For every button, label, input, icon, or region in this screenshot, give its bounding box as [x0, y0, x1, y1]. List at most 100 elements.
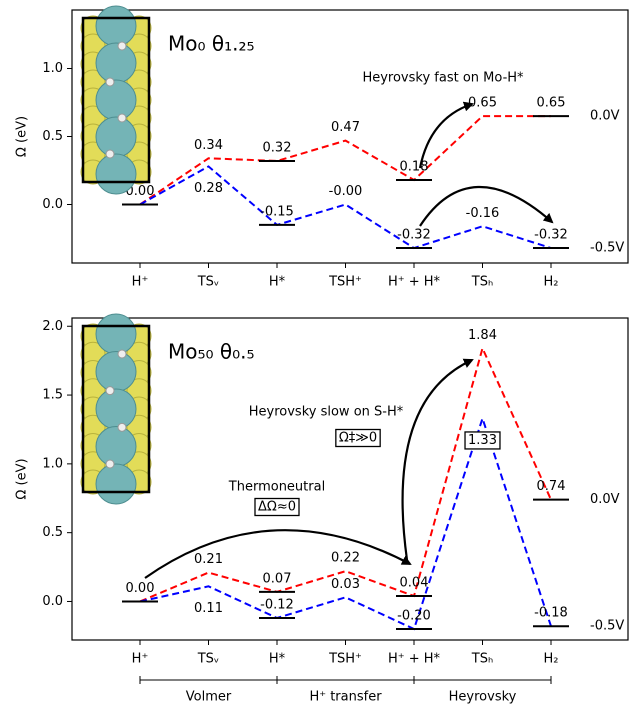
- value-label: 0.65: [468, 96, 497, 111]
- x-tick-label: H₂: [544, 275, 559, 290]
- energy-path: [139, 415, 552, 631]
- y-axis-label: Ω (eV): [15, 458, 30, 499]
- value-label: 1.33: [468, 433, 497, 448]
- y-tick-label: 1.0: [42, 61, 63, 76]
- arrows: [144, 101, 554, 579]
- arrow: [401, 358, 474, 561]
- legend-label: -0.5V: [590, 619, 624, 634]
- value-label: 0.04: [400, 575, 429, 590]
- annotation: Heyrovsky fast on Mo-H*: [362, 71, 524, 86]
- arrow: [418, 101, 474, 169]
- atom: [95, 153, 137, 195]
- plot-frame: [71, 317, 629, 641]
- x-tick-label: H⁺ + H*: [388, 275, 441, 290]
- value-label: -0.12: [260, 597, 294, 612]
- legend-label: 0.0V: [590, 109, 620, 124]
- y-tick-label: 0.0: [42, 197, 63, 212]
- x-tick-label: H*: [269, 652, 286, 667]
- atom: [95, 116, 137, 158]
- value-label: 0.34: [194, 138, 223, 153]
- atom: [105, 459, 115, 469]
- atom: [95, 313, 137, 355]
- panel-title: Mo₅₀ θ₀.₅: [168, 340, 255, 364]
- energy-path: [139, 115, 551, 206]
- y-tick-label: 1.5: [42, 388, 63, 403]
- atom: [105, 149, 115, 159]
- annotation: ΔΩ≈0: [258, 500, 296, 515]
- atom: [117, 349, 127, 359]
- x-tick-label: TSₕ: [471, 652, 493, 667]
- inset-frame: [81, 16, 151, 184]
- x-tick-label: H₂: [544, 652, 559, 667]
- x-tick-label: TSₕ: [471, 275, 493, 290]
- annotation: Ω‡≫0: [339, 431, 377, 446]
- value-label: 0.74: [537, 479, 566, 494]
- y-tick-label: 0.5: [42, 525, 63, 540]
- x-tick-label: TSᵥ: [197, 652, 220, 667]
- phase-label: Volmer: [186, 690, 232, 705]
- atom: [117, 41, 127, 51]
- label-box: [335, 428, 381, 448]
- structure-inset: [80, 313, 152, 505]
- atom: [105, 386, 115, 396]
- y-axis-label: Ω (eV): [15, 116, 30, 157]
- value-label: 0.00: [126, 581, 155, 596]
- x-tick-label: TSH⁺: [328, 275, 362, 290]
- value-label: 0.03: [331, 577, 360, 592]
- value-label: -0.00: [329, 184, 363, 199]
- x-tick-label: H*: [269, 275, 286, 290]
- atom: [95, 463, 137, 505]
- atom: [117, 113, 127, 123]
- value-label: 0.32: [263, 140, 292, 155]
- atom: [95, 79, 137, 121]
- value-label: 0.65: [537, 96, 566, 111]
- phase-label: H⁺ transfer: [309, 690, 382, 705]
- label-box: [464, 431, 501, 450]
- y-tick-label: 0.5: [42, 129, 63, 144]
- y-tick-label: 2.0: [42, 319, 63, 334]
- energy-path: [139, 165, 552, 250]
- label-box: [254, 497, 300, 517]
- panel-title: Mo₀ θ₁.₂₅: [168, 32, 255, 56]
- atom: [105, 77, 115, 87]
- value-label: 0.11: [194, 601, 223, 616]
- inset-frame: [81, 324, 151, 494]
- y-tick-label: 1.0: [42, 456, 63, 471]
- atom: [117, 422, 127, 432]
- value-label: -0.32: [397, 228, 431, 243]
- plot-frame: [71, 9, 629, 264]
- atom: [95, 42, 137, 84]
- value-label: 0.18: [400, 160, 429, 175]
- value-label: -0.20: [397, 608, 431, 623]
- x-tick-label: H⁺: [132, 275, 149, 290]
- arrow: [144, 529, 412, 579]
- structure-inset: [80, 5, 152, 195]
- atom: [95, 426, 137, 467]
- arrow: [419, 185, 554, 227]
- value-label: -0.16: [466, 206, 500, 221]
- value-label: -0.15: [260, 204, 294, 219]
- atom: [95, 5, 137, 47]
- y-tick-label: 0.0: [42, 594, 63, 609]
- phase-label: Heyrovsky: [449, 690, 517, 705]
- legend-label: -0.5V: [590, 241, 624, 256]
- atom: [95, 351, 137, 392]
- value-label: 0.28: [194, 181, 223, 196]
- x-tick-label: TSᵥ: [197, 275, 220, 290]
- value-label: 0.21: [194, 552, 223, 567]
- value-label: -0.18: [534, 606, 568, 621]
- annotation: Thermoneutral: [228, 480, 325, 495]
- value-label: 1.84: [468, 328, 497, 343]
- legend-label: 0.0V: [590, 492, 620, 507]
- x-tick-label: H⁺: [132, 652, 149, 667]
- atom: [95, 388, 137, 430]
- value-label: 0.00: [126, 184, 155, 199]
- value-label: 0.07: [263, 571, 292, 586]
- value-label: -0.32: [534, 228, 568, 243]
- value-label: 0.47: [331, 120, 360, 135]
- x-tick-label: TSH⁺: [328, 652, 362, 667]
- value-label: 0.22: [331, 551, 360, 566]
- x-tick-label: H⁺ + H*: [388, 652, 441, 667]
- annotation: Heyrovsky slow on S-H*: [249, 405, 404, 420]
